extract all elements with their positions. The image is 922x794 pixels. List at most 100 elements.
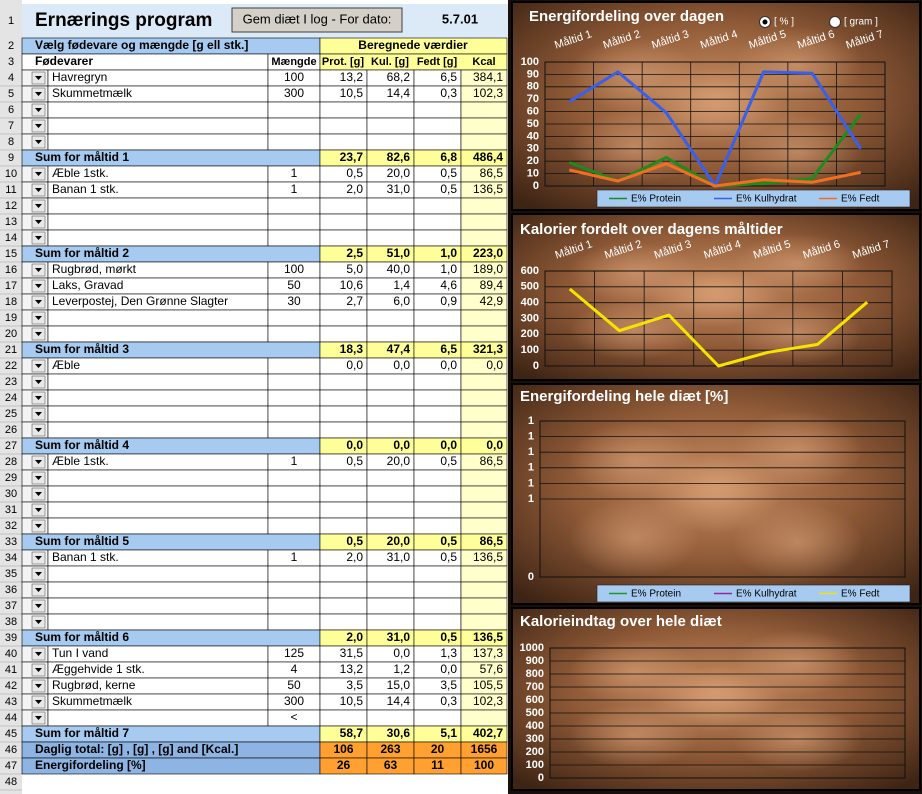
dropdown-arrow[interactable]: [35, 364, 42, 368]
row-number: 33: [5, 536, 17, 548]
cell-value: 26: [337, 758, 351, 772]
radio-label[interactable]: [ % ]: [774, 17, 794, 28]
dropdown-arrow[interactable]: [35, 300, 42, 304]
row-number: 29: [5, 472, 17, 484]
dropdown-arrow[interactable]: [35, 92, 42, 96]
cell-amount: 100: [284, 70, 304, 84]
cell: [460, 133, 508, 151]
dropdown-arrow[interactable]: [35, 172, 42, 176]
dropdown-arrow[interactable]: [35, 316, 42, 320]
dropdown-arrow[interactable]: [35, 460, 42, 464]
dropdown-arrow[interactable]: [35, 508, 42, 512]
chart-title: Energifordeling over dagen: [529, 8, 724, 25]
dropdown-arrow[interactable]: [35, 380, 42, 384]
dropdown-arrow[interactable]: [35, 428, 42, 432]
cell-value: 4,6: [440, 278, 457, 292]
save-button[interactable]: [231, 7, 403, 33]
save-button-label[interactable]: Gem diæt I log - For dato:: [243, 11, 392, 26]
chart-title: Energifordeling hele diæt [%]: [520, 388, 728, 405]
cell: [460, 581, 508, 599]
cell: [319, 389, 368, 407]
radio-dot[interactable]: [762, 19, 768, 25]
cell-value: 6,5: [440, 70, 457, 84]
cell-amount: 1: [291, 182, 298, 196]
cell: [267, 101, 321, 119]
y-tick-label: 100: [521, 344, 539, 356]
row-number: 22: [5, 360, 17, 372]
radio-button[interactable]: [829, 16, 841, 28]
dropdown-arrow[interactable]: [35, 716, 42, 720]
radio-label[interactable]: [ gram ]: [844, 17, 878, 28]
y-tick-label: 500: [526, 707, 544, 719]
dropdown-arrow[interactable]: [35, 476, 42, 480]
y-tick-label: 600: [521, 265, 539, 277]
cell: [366, 117, 415, 135]
dropdown-arrow[interactable]: [35, 620, 42, 624]
cell: [366, 373, 415, 391]
cell-value: 0,0: [440, 358, 457, 372]
dropdown-arrow[interactable]: [35, 572, 42, 576]
cell: [366, 405, 415, 423]
cell-value: 5,0: [346, 262, 363, 276]
dropdown-arrow[interactable]: [35, 588, 42, 592]
cell-value: 31,5: [340, 646, 364, 660]
cell-label: Laks, Gravad: [52, 278, 123, 292]
cell: [460, 501, 508, 519]
cell: [319, 565, 368, 583]
dropdown-arrow[interactable]: [35, 492, 42, 496]
dropdown-arrow[interactable]: [35, 668, 42, 672]
cell: [366, 485, 415, 503]
cell-label: Sum for måltid 3: [35, 342, 129, 356]
legend-label: E% Protein: [631, 194, 681, 205]
cell-amount: 100: [284, 262, 304, 276]
row-number: 11: [5, 184, 16, 196]
cell-value: 13,2: [340, 662, 364, 676]
cell: [460, 485, 508, 503]
dropdown-arrow[interactable]: [35, 220, 42, 224]
cell-value: 2,0: [346, 630, 363, 644]
cell: [460, 405, 508, 423]
row-number: 45: [5, 728, 17, 740]
cell: [413, 421, 462, 439]
dropdown-arrow[interactable]: [35, 556, 42, 560]
dropdown-arrow[interactable]: [35, 684, 42, 688]
row-number: 19: [5, 312, 17, 324]
dropdown-arrow[interactable]: [35, 76, 42, 80]
cell: [47, 229, 269, 247]
sheet-title: Ernærings program: [35, 10, 212, 31]
dropdown-arrow[interactable]: [35, 268, 42, 272]
dropdown-arrow[interactable]: [35, 524, 42, 528]
cell-amount: 1: [291, 550, 298, 564]
cell-value: 100: [474, 758, 494, 772]
column-header: Kul. [g]: [371, 56, 409, 68]
dropdown-arrow[interactable]: [35, 284, 42, 288]
cell: [267, 325, 321, 343]
dropdown-arrow[interactable]: [35, 652, 42, 656]
dropdown-arrow[interactable]: [35, 412, 42, 416]
cell: [413, 501, 462, 519]
cell: [47, 325, 269, 343]
dropdown-arrow[interactable]: [35, 332, 42, 336]
dropdown-arrow[interactable]: [35, 700, 42, 704]
cell-value: 2,5: [346, 246, 363, 260]
cell-label: Sum for måltid 4: [35, 438, 129, 452]
cell: [319, 597, 368, 615]
cell: [319, 469, 368, 487]
dropdown-arrow[interactable]: [35, 396, 42, 400]
cell: [47, 373, 269, 391]
cell-value: 51,0: [387, 246, 411, 260]
cell: [47, 389, 269, 407]
dropdown-arrow[interactable]: [35, 124, 42, 128]
cell: [460, 373, 508, 391]
dropdown-arrow[interactable]: [35, 204, 42, 208]
dropdown-arrow[interactable]: [35, 236, 42, 240]
row-number: 6: [8, 104, 14, 116]
dropdown-arrow[interactable]: [35, 108, 42, 112]
cell: [366, 309, 415, 327]
cell-label: Sum for måltid 5: [35, 534, 129, 548]
dropdown-arrow[interactable]: [35, 140, 42, 144]
cell: [413, 709, 462, 727]
dropdown-arrow[interactable]: [35, 604, 42, 608]
cell: [413, 485, 462, 503]
dropdown-arrow[interactable]: [35, 188, 42, 192]
